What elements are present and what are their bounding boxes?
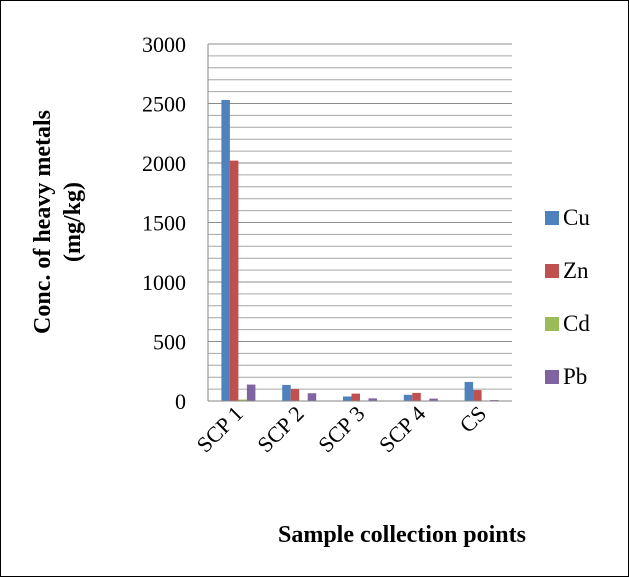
- bar-zn-scp-4: [412, 393, 421, 401]
- legend-swatch-cd: [545, 317, 559, 331]
- y-tick-label: 2500: [142, 92, 186, 117]
- y-tick-label: 500: [153, 330, 186, 355]
- x-tick-label: SCP 2: [252, 401, 308, 457]
- y-tick-label: 1500: [142, 211, 186, 236]
- y-tick-label: 1000: [142, 270, 186, 295]
- bar-cu-cs: [465, 382, 474, 401]
- bar-cu-scp-4: [404, 395, 413, 401]
- x-axis-title: Sample collection points: [278, 522, 526, 548]
- bars: [221, 100, 498, 401]
- x-tick-labels: SCP 1 SCP 2 SCP 3 SCP 4 CS: [191, 401, 491, 457]
- bar-pb-scp-1: [247, 385, 256, 401]
- x-tick-label: SCP 4: [374, 401, 430, 457]
- legend-label-zn: Zn: [563, 258, 589, 283]
- x-tick-label: SCP 1: [191, 401, 247, 457]
- bar-zn-cs: [473, 390, 482, 401]
- y-axis-title-line1: Conc. of heavy metals: [30, 110, 56, 334]
- legend-swatch-zn: [545, 264, 559, 278]
- x-tick-label: CS: [454, 401, 491, 438]
- bar-zn-scp-2: [291, 389, 300, 401]
- bar-zn-scp-3: [352, 394, 361, 401]
- grid-lines: [208, 44, 512, 389]
- y-tick-label: 3000: [142, 32, 186, 57]
- legend-label-pb: Pb: [563, 364, 587, 389]
- y-tick-label: 0: [175, 389, 186, 414]
- y-tick-labels: 0 500 1000 1500 2000 2500 3000: [142, 32, 186, 414]
- bar-pb-scp-2: [308, 393, 317, 401]
- legend-label-cd: Cd: [563, 311, 590, 336]
- legend-label-cu: Cu: [563, 205, 590, 230]
- bar-zn-scp-1: [230, 161, 239, 401]
- legend-swatch-pb: [545, 370, 559, 384]
- bar-cu-scp-3: [343, 396, 352, 401]
- bar-cu-scp-2: [282, 385, 291, 401]
- y-tick-label: 2000: [142, 151, 186, 176]
- x-tick-label: SCP 3: [313, 401, 369, 457]
- legend: Cu Zn Cd Pb: [545, 205, 590, 389]
- y-axis-title-line2: (mg/kg): [60, 182, 86, 262]
- legend-swatch-cu: [545, 211, 559, 225]
- bar-cu-scp-1: [221, 100, 230, 401]
